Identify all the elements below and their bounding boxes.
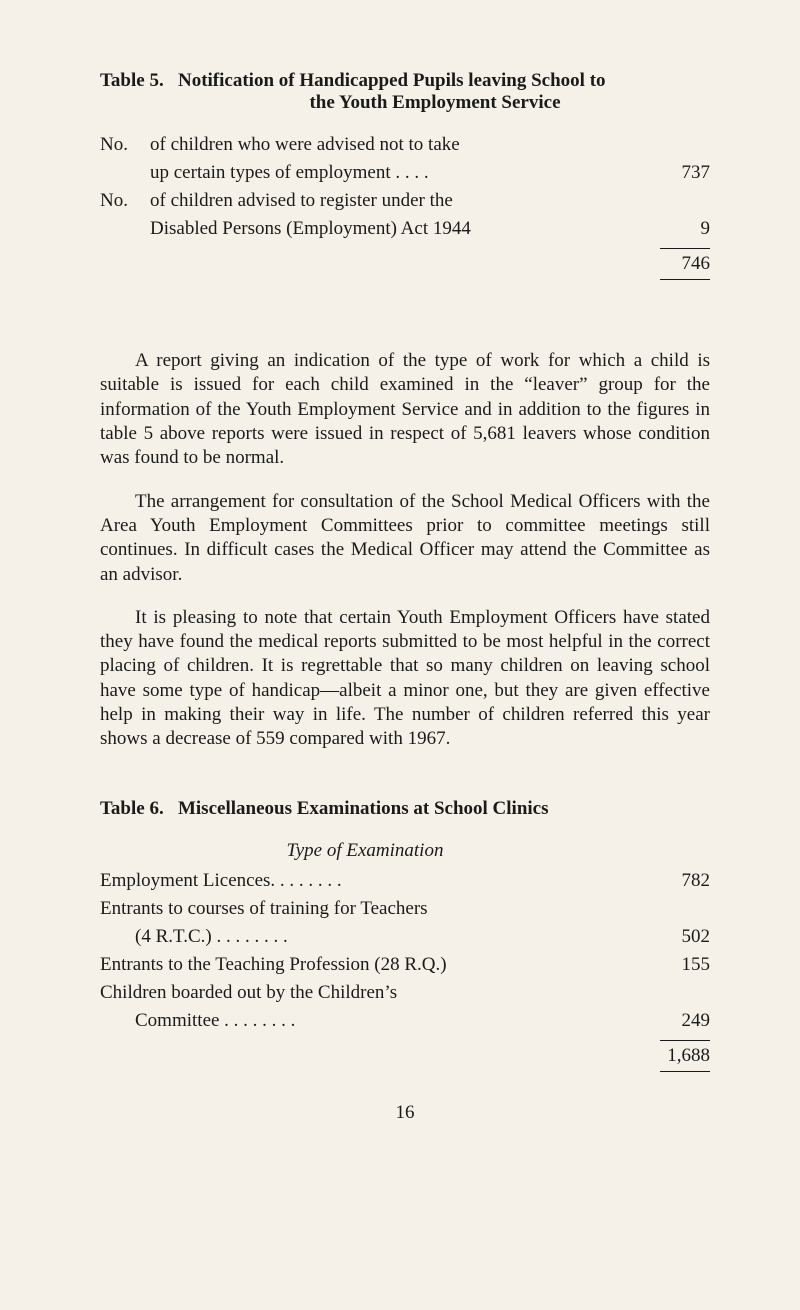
table6-row-label: Employment Licences. . . . . . . .	[100, 870, 640, 892]
table5-total: 746	[100, 253, 710, 275]
table6-row-value: 249	[640, 1010, 710, 1032]
table5-row-text: up certain types of employment . . . .	[150, 162, 650, 184]
table6-row-label: Entrants to the Teaching Profession (28 …	[100, 954, 640, 976]
rule-line	[660, 248, 710, 249]
document-page: Table 5. Notification of Handicapped Pup…	[0, 0, 800, 1310]
table5-row-text: Disabled Persons (Employment) Act 1944	[150, 218, 650, 240]
table5-row: up certain types of employment . . . . 7…	[100, 162, 710, 184]
table5-row: Disabled Persons (Employment) Act 1944 9	[100, 218, 710, 240]
table6-row: (4 R.T.C.) . . . . . . . . 502	[100, 926, 710, 948]
table5-row-prefix: No.	[100, 134, 150, 156]
table5-body: No. of children who were advised not to …	[100, 134, 710, 280]
body-paragraph: The arrangement for consultation of the …	[100, 490, 710, 587]
rule-line	[660, 1071, 710, 1072]
body-paragraph: It is pleasing to note that certain Yout…	[100, 606, 710, 752]
table5-row-prefix: No.	[100, 190, 150, 212]
table6-total: 1,688	[100, 1045, 710, 1067]
table5-title-line1: Notification of Handicapped Pupils leavi…	[178, 70, 606, 91]
table6-row-label: Children boarded out by the Children’s	[100, 982, 640, 1004]
table5-prefix: Table 5.	[100, 70, 164, 91]
table6-row-sublabel: (4 R.T.C.) . . . . . . . .	[135, 926, 640, 948]
table5-row: No. of children advised to register unde…	[100, 190, 710, 212]
table6-row-sublabel: Committee . . . . . . . .	[135, 1010, 640, 1032]
table5-heading: Table 5. Notification of Handicapped Pup…	[100, 70, 710, 114]
page-number: 16	[100, 1102, 710, 1124]
table6-row-value: 502	[640, 926, 710, 948]
table6-prefix: Table 6.	[100, 798, 164, 819]
table6-row-value: 782	[640, 870, 710, 892]
table5-title-line2: the Youth Employment Service	[160, 92, 710, 114]
table6-row: Committee . . . . . . . . 249	[100, 1010, 710, 1032]
table6-row-value: 155	[640, 954, 710, 976]
table6-row: Employment Licences. . . . . . . . 782	[100, 870, 710, 892]
table6-title: Miscellaneous Examinations at School Cli…	[178, 798, 549, 819]
table5-row-text: of children who were advised not to take	[150, 134, 650, 156]
rule-line	[660, 1040, 710, 1041]
table6-heading: Table 6. Miscellaneous Examinations at S…	[100, 798, 710, 820]
table6-row: Entrants to courses of training for Teac…	[100, 898, 710, 920]
rule-line	[660, 279, 710, 280]
table6-body: Employment Licences. . . . . . . . 782 E…	[100, 870, 710, 1072]
table5-row-value: 737	[650, 162, 710, 184]
table5-row-text: of children advised to register under th…	[150, 190, 650, 212]
table6-subheading: Type of Examination	[20, 840, 710, 862]
table5-row-value: 9	[650, 218, 710, 240]
table6-row-label: Entrants to courses of training for Teac…	[100, 898, 640, 920]
table6-row: Entrants to the Teaching Profession (28 …	[100, 954, 710, 976]
table5-row: No. of children who were advised not to …	[100, 134, 710, 156]
body-paragraph: A report giving an indication of the typ…	[100, 349, 710, 471]
table6-row: Children boarded out by the Children’s	[100, 982, 710, 1004]
